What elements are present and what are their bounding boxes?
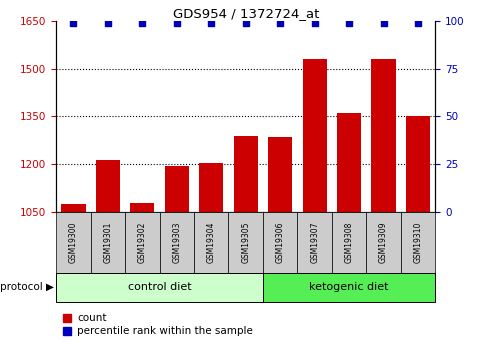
Point bbox=[69, 20, 77, 26]
Text: GSM19300: GSM19300 bbox=[69, 221, 78, 263]
Text: GSM19310: GSM19310 bbox=[413, 222, 422, 263]
Text: GSM19309: GSM19309 bbox=[378, 221, 387, 263]
Bar bbox=[96, 159, 120, 212]
Legend: count, percentile rank within the sample: count, percentile rank within the sample bbox=[61, 313, 252, 336]
Text: protocol ▶: protocol ▶ bbox=[0, 282, 54, 292]
Text: GSM19305: GSM19305 bbox=[241, 221, 250, 263]
Text: control diet: control diet bbox=[127, 282, 191, 292]
Text: GSM19303: GSM19303 bbox=[172, 221, 181, 263]
Bar bbox=[336, 113, 361, 212]
Bar bbox=[130, 203, 154, 212]
Text: GSM19304: GSM19304 bbox=[206, 221, 215, 263]
Text: GSM19306: GSM19306 bbox=[275, 221, 284, 263]
Bar bbox=[405, 117, 429, 212]
Point bbox=[345, 20, 352, 26]
Text: GSM19307: GSM19307 bbox=[309, 221, 319, 263]
Bar bbox=[61, 204, 85, 212]
Point bbox=[310, 20, 318, 26]
Text: ketogenic diet: ketogenic diet bbox=[309, 282, 388, 292]
Bar bbox=[164, 166, 188, 212]
Point bbox=[413, 20, 421, 26]
Point bbox=[207, 20, 215, 26]
Bar bbox=[267, 137, 292, 212]
Title: GDS954 / 1372724_at: GDS954 / 1372724_at bbox=[172, 7, 318, 20]
Bar bbox=[371, 59, 395, 212]
Point bbox=[379, 20, 386, 26]
Point bbox=[173, 20, 181, 26]
Text: GSM19301: GSM19301 bbox=[103, 222, 112, 263]
Text: GSM19308: GSM19308 bbox=[344, 222, 353, 263]
Bar bbox=[199, 163, 223, 212]
Point bbox=[138, 20, 146, 26]
Point bbox=[242, 20, 249, 26]
Text: GSM19302: GSM19302 bbox=[138, 222, 146, 263]
Bar bbox=[302, 59, 326, 212]
Point bbox=[276, 20, 284, 26]
Point bbox=[104, 20, 112, 26]
Bar bbox=[233, 136, 257, 212]
